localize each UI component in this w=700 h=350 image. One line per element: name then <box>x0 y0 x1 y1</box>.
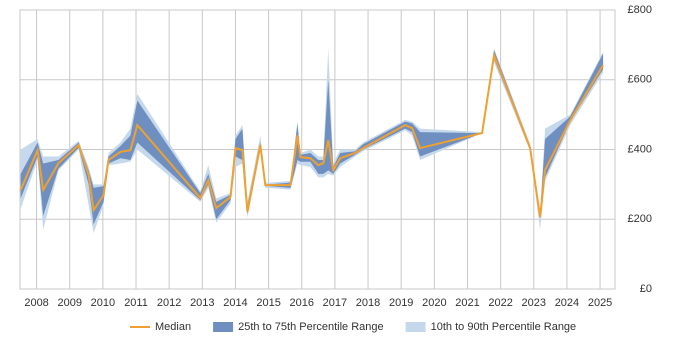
x-tick-label: 2025 <box>588 297 612 309</box>
legend-swatch <box>405 322 426 332</box>
y-tick-label: £600 <box>628 74 652 86</box>
x-tick-label: 2019 <box>389 297 413 309</box>
legend-label: Median <box>155 321 191 333</box>
y-tick-label: £200 <box>628 213 652 225</box>
x-tick-label: 2009 <box>57 297 81 309</box>
x-tick-label: 2008 <box>24 297 48 309</box>
median-line <box>19 51 604 218</box>
legend-label: 25th to 75th Percentile Range <box>238 321 384 333</box>
x-tick-label: 2022 <box>488 297 512 309</box>
x-tick-label: 2010 <box>91 297 115 309</box>
x-tick-label: 2020 <box>422 297 446 309</box>
plot-border <box>19 9 616 290</box>
range-band <box>20 50 604 225</box>
y-tick-label: £0 <box>640 283 652 295</box>
y-tick-label: £800 <box>628 4 652 16</box>
x-tick-label: 2012 <box>157 297 181 309</box>
legend-swatch <box>213 322 234 332</box>
x-tick-label: 2011 <box>124 297 148 309</box>
x-tick-label: 2015 <box>256 297 280 309</box>
bands <box>20 48 604 234</box>
x-tick-label: 2016 <box>290 297 314 309</box>
x-tick-label: 2017 <box>323 297 347 309</box>
legend: Median 25th to 75th Percentile Range 10th … <box>130 321 576 333</box>
x-tick-label: 2013 <box>190 297 214 309</box>
x-tick-label: 2024 <box>555 297 579 309</box>
x-tick-label: 2014 <box>223 297 247 309</box>
legend-label: 10th to 90th Percentile Range <box>431 321 577 333</box>
y-tick-label: £400 <box>628 143 652 155</box>
x-tick-label: 2023 <box>522 297 546 309</box>
x-tick-label: 2021 <box>455 297 479 309</box>
range-band <box>20 48 604 234</box>
x-tick-label: 2018 <box>356 297 380 309</box>
